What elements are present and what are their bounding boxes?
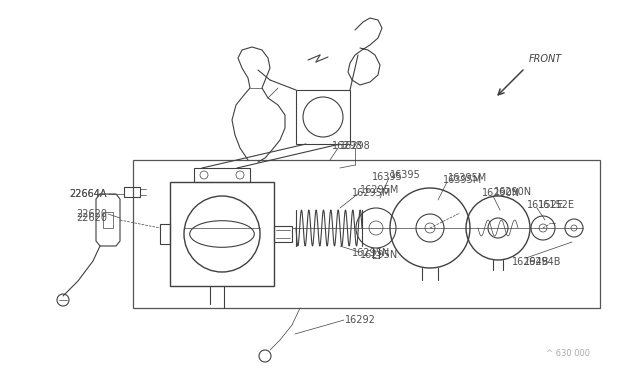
Text: 16294B: 16294B	[512, 257, 550, 267]
Bar	[194, 168, 250, 182]
Text: 22664A: 22664A	[70, 189, 107, 199]
Text: 16295N: 16295N	[352, 248, 390, 258]
Text: ^ 630 000: ^ 630 000	[546, 349, 590, 358]
Text: 16292: 16292	[345, 315, 376, 325]
Text: 16395M: 16395M	[443, 175, 483, 185]
Text: 16290N: 16290N	[482, 188, 520, 198]
Bar	[296, 90, 350, 144]
Bar	[124, 187, 140, 197]
Text: 22664A: 22664A	[70, 189, 107, 199]
Text: 16152E: 16152E	[527, 200, 564, 210]
Text: 16295N: 16295N	[360, 250, 398, 260]
Text: 16290N: 16290N	[494, 187, 532, 197]
Bar	[103, 212, 113, 228]
Text: 16298: 16298	[340, 141, 371, 151]
Text: 22620: 22620	[76, 213, 107, 223]
Text: 16295M: 16295M	[352, 188, 392, 198]
Bar	[274, 226, 292, 242]
Bar	[170, 182, 274, 286]
Bar	[133, 160, 600, 308]
Text: 16295M: 16295M	[360, 185, 399, 195]
Text: 16152E: 16152E	[538, 200, 575, 210]
Text: 16298: 16298	[332, 141, 363, 151]
Text: 16294B: 16294B	[524, 257, 561, 267]
Text: 16395: 16395	[372, 172, 403, 182]
Text: FRONT: FRONT	[529, 54, 563, 64]
Text: 22620: 22620	[76, 209, 107, 219]
Text: 16395M: 16395M	[448, 173, 487, 183]
Bar	[160, 224, 170, 244]
Text: 16395: 16395	[390, 170, 420, 180]
